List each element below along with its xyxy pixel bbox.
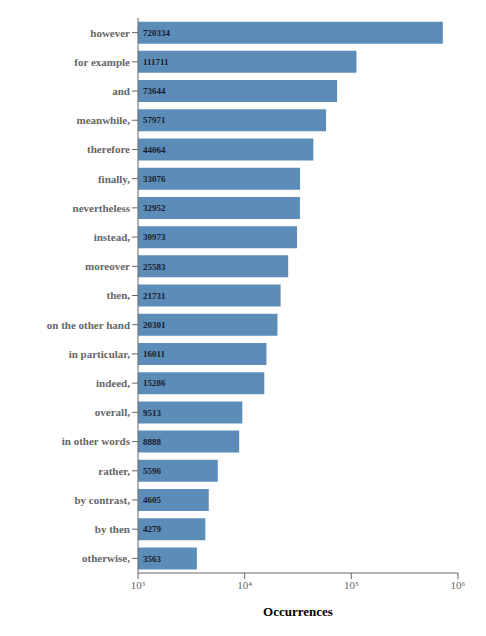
svg-text:4605: 4605	[143, 495, 162, 505]
svg-text:finally,: finally,	[98, 173, 130, 185]
svg-text:overall,: overall,	[95, 406, 130, 418]
svg-text:in particular,: in particular,	[69, 348, 131, 360]
svg-text:57971: 57971	[143, 115, 166, 125]
svg-text:by then: by then	[95, 523, 130, 535]
svg-text:4279: 4279	[143, 524, 162, 534]
svg-text:10⁶: 10⁶	[451, 579, 466, 591]
svg-text:20301: 20301	[143, 320, 166, 330]
svg-text:moreover: moreover	[85, 260, 130, 272]
svg-text:however: however	[90, 27, 130, 39]
svg-text:15286: 15286	[143, 378, 166, 388]
svg-text:25583: 25583	[143, 262, 166, 272]
svg-text:therefore: therefore	[87, 143, 130, 155]
svg-text:33076: 33076	[143, 174, 166, 184]
svg-text:in other words: in other words	[62, 435, 131, 447]
svg-text:16011: 16011	[143, 349, 166, 359]
svg-text:for example: for example	[74, 56, 130, 68]
svg-text:8888: 8888	[143, 437, 162, 447]
svg-text:10⁵: 10⁵	[344, 579, 359, 591]
svg-text:720334: 720334	[143, 28, 171, 38]
svg-text:indeed,: indeed,	[96, 377, 130, 389]
svg-text:111711: 111711	[143, 57, 169, 67]
svg-text:Occurrences: Occurrences	[263, 604, 333, 619]
svg-text:then,: then,	[106, 289, 130, 301]
svg-text:5596: 5596	[143, 466, 162, 476]
svg-text:30973: 30973	[143, 232, 166, 242]
svg-text:rather,: rather,	[98, 465, 130, 477]
svg-text:32952: 32952	[143, 203, 166, 213]
svg-text:otherwise,: otherwise,	[82, 552, 130, 564]
svg-text:by contrast,: by contrast,	[74, 494, 130, 506]
svg-text:73644: 73644	[143, 86, 166, 96]
svg-text:meanwhile,: meanwhile,	[77, 114, 131, 126]
svg-text:nevertheless: nevertheless	[73, 202, 131, 214]
svg-text:and: and	[112, 85, 130, 97]
svg-text:10³: 10³	[131, 579, 146, 591]
svg-text:44064: 44064	[143, 145, 166, 155]
svg-text:10⁴: 10⁴	[237, 579, 252, 591]
svg-text:21731: 21731	[143, 291, 166, 301]
svg-text:instead,: instead,	[94, 231, 131, 243]
svg-text:on the other hand: on the other hand	[47, 319, 130, 331]
svg-text:9513: 9513	[143, 408, 162, 418]
svg-text:3563: 3563	[143, 554, 162, 564]
